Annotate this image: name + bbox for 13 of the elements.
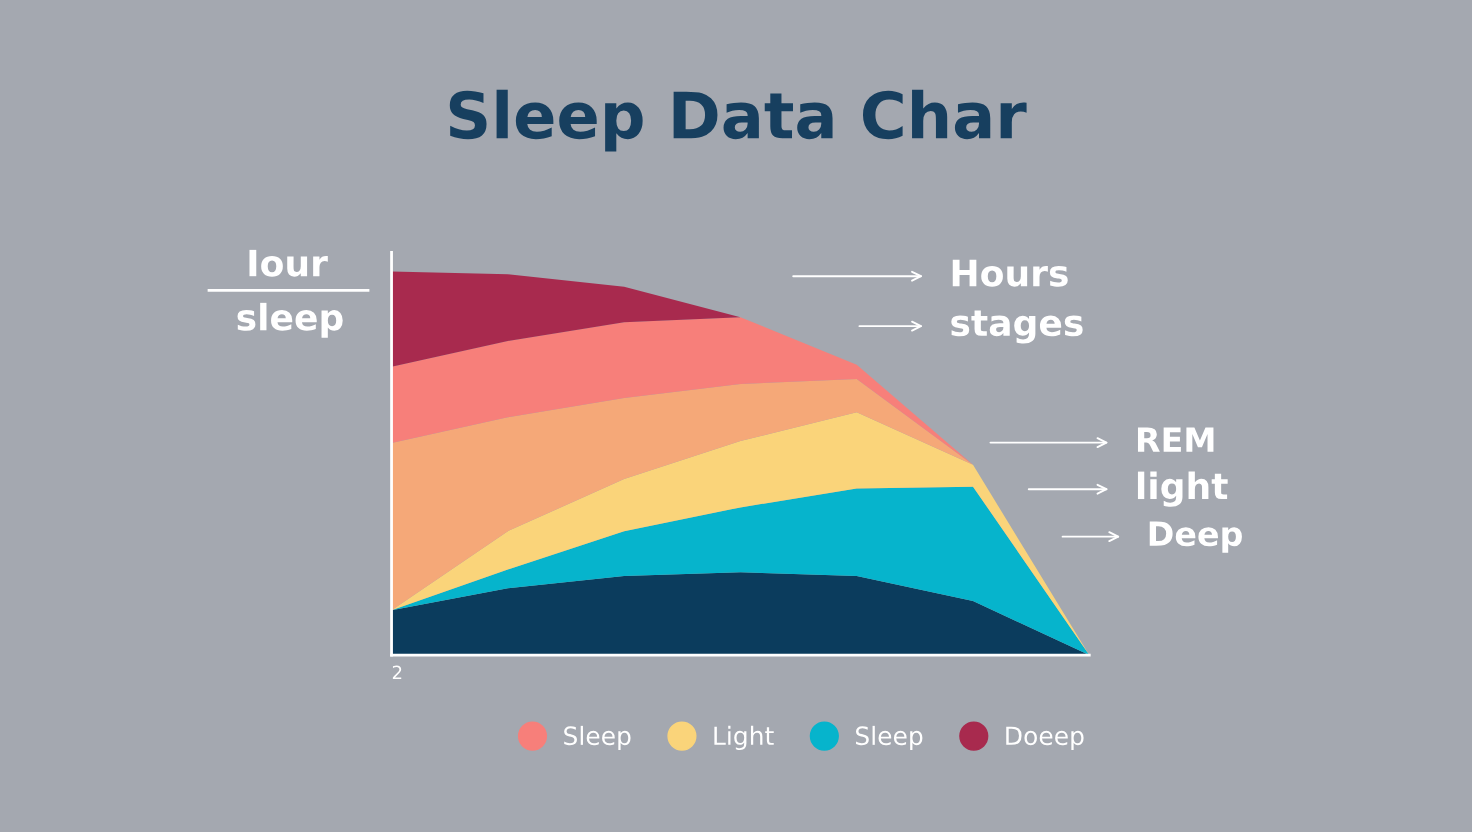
legend-label: Sleep bbox=[564, 725, 631, 751]
legend-label: Doeep bbox=[1006, 726, 1084, 751]
text: sleep bbox=[237, 302, 343, 338]
annotation: Hours bbox=[952, 259, 1068, 287]
legend-label: Sleep bbox=[855, 725, 923, 751]
text: REM bbox=[1137, 427, 1214, 452]
text: 2 bbox=[392, 665, 402, 679]
text: light bbox=[1137, 471, 1228, 507]
text: Deep bbox=[1149, 521, 1242, 553]
legend-label: Light bbox=[714, 725, 774, 751]
annotation: stages bbox=[951, 310, 1083, 344]
text: Iour bbox=[249, 249, 328, 277]
chart-title: Sleep Data Char bbox=[449, 89, 1027, 152]
